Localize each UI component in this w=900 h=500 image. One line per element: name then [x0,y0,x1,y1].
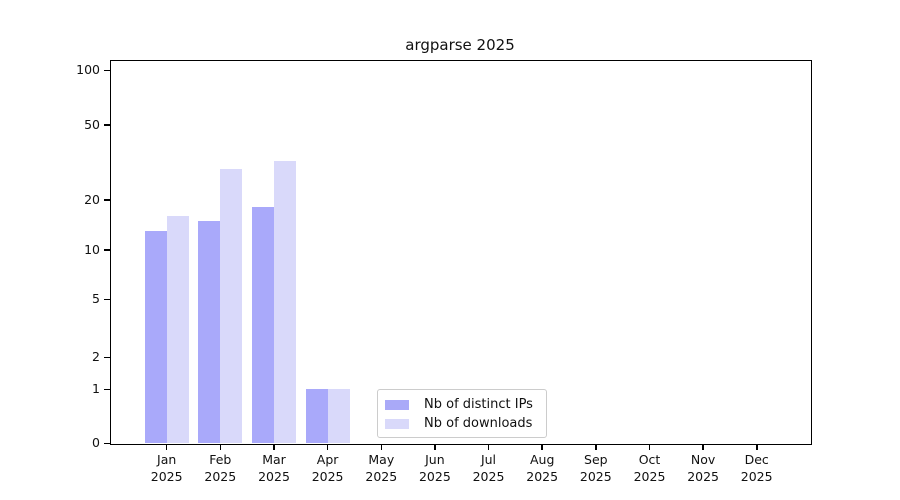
x-tick-label: Dec 2025 [740,452,773,484]
y-tick-mark [104,249,110,251]
legend-label-distinct-ips: Nb of distinct IPs [424,397,533,412]
bar-distinct-ips [305,389,328,443]
x-tick-label: May 2025 [365,452,398,484]
x-tick-label: Sep 2025 [579,452,612,484]
bar-downloads [274,161,296,443]
legend-entry-downloads: Nb of downloads [378,414,546,433]
y-tick-label: 100 [76,62,100,77]
x-tick-mark [273,444,275,450]
x-tick-label: Nov 2025 [687,452,719,484]
y-tick-label: 5 [92,291,100,307]
bar-downloads [327,389,350,443]
y-tick-label: 10 [84,241,100,257]
bar-distinct-ips [144,230,167,443]
bar-downloads [166,215,189,443]
y-tick-mark [104,388,110,391]
legend-swatch-distinct-ips [385,399,409,410]
x-tick-mark [165,444,168,450]
y-tick-mark [104,69,110,71]
legend-label-downloads: Nb of downloads [424,416,533,431]
x-tick-mark [541,444,543,450]
x-tick-mark [434,444,436,450]
y-tick-label: 1 [92,381,100,397]
x-tick-label: Oct 2025 [633,452,666,484]
bar-distinct-ips [198,220,221,443]
y-tick-mark [104,442,110,444]
y-tick-mark [104,124,110,126]
x-tick-mark [326,444,329,450]
x-tick-mark [219,444,222,450]
x-tick-mark [487,444,490,450]
bar-distinct-ips [252,207,274,443]
x-tick-label: Jan 2025 [150,452,183,484]
x-tick-mark [648,444,651,450]
x-tick-mark [756,444,758,450]
x-tick-label: Mar 2025 [258,452,290,484]
bar-downloads [220,169,243,443]
y-tick-label: 20 [84,191,100,207]
x-tick-label: Jul 2025 [472,452,505,484]
x-tick-label: Aug 2025 [526,452,559,484]
x-tick-label: Apr 2025 [311,452,344,484]
x-tick-label: Jun 2025 [418,452,451,484]
x-tick-label: Feb 2025 [204,452,237,484]
x-tick-mark [702,444,704,450]
x-tick-mark [595,444,597,450]
y-tick-mark [104,356,110,358]
y-tick-mark [104,298,110,301]
chart-title: argparse 2025 [405,36,515,54]
y-tick-mark [104,199,110,201]
legend-box: Nb of distinct IPs Nb of downloads [377,389,547,438]
legend-entry-distinct-ips: Nb of distinct IPs [378,395,546,414]
y-tick-label: 2 [92,349,100,364]
y-tick-label: 0 [92,435,100,450]
x-tick-mark [380,444,382,450]
legend-swatch-downloads [385,418,409,429]
y-tick-label: 50 [84,116,100,132]
